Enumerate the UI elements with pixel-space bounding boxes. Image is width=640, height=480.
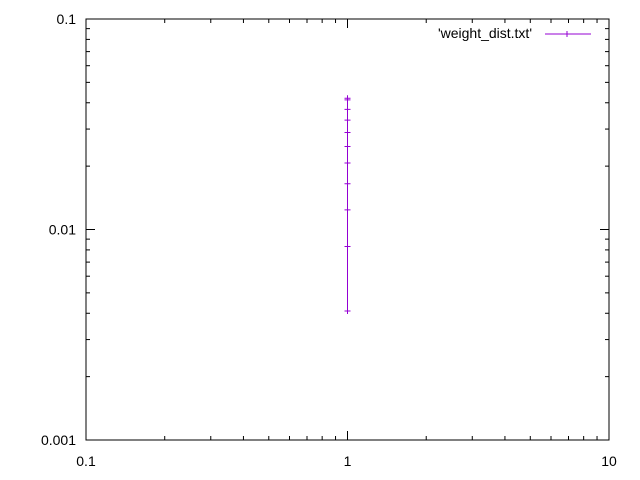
data-point-marker [344, 159, 351, 166]
series-layer [344, 95, 351, 315]
data-point-marker [344, 106, 351, 113]
legend-marker [564, 31, 570, 37]
data-point-marker [344, 117, 351, 124]
x-tick-label: 0.1 [76, 453, 96, 469]
y-tick-label: 0.01 [49, 222, 76, 238]
data-point-marker [344, 243, 351, 250]
y-tick-label: 0.001 [41, 432, 76, 448]
legend: 'weight_dist.txt' [438, 25, 591, 41]
data-point-marker [344, 143, 351, 150]
x-axis-ticks: 0.1 1 10 [76, 19, 617, 469]
x-tick-label: 1 [344, 453, 352, 469]
data-point-marker [344, 308, 351, 315]
data-point-marker [344, 206, 351, 213]
y-tick-label: 0.1 [57, 11, 77, 27]
legend-label: 'weight_dist.txt' [438, 25, 532, 41]
data-point-marker [344, 129, 351, 136]
data-point-marker [344, 180, 351, 187]
data-point-marker [344, 95, 351, 102]
y-axis-ticks: 0.001 0.01 0.1 [41, 11, 609, 448]
x-tick-label: 10 [601, 453, 617, 469]
